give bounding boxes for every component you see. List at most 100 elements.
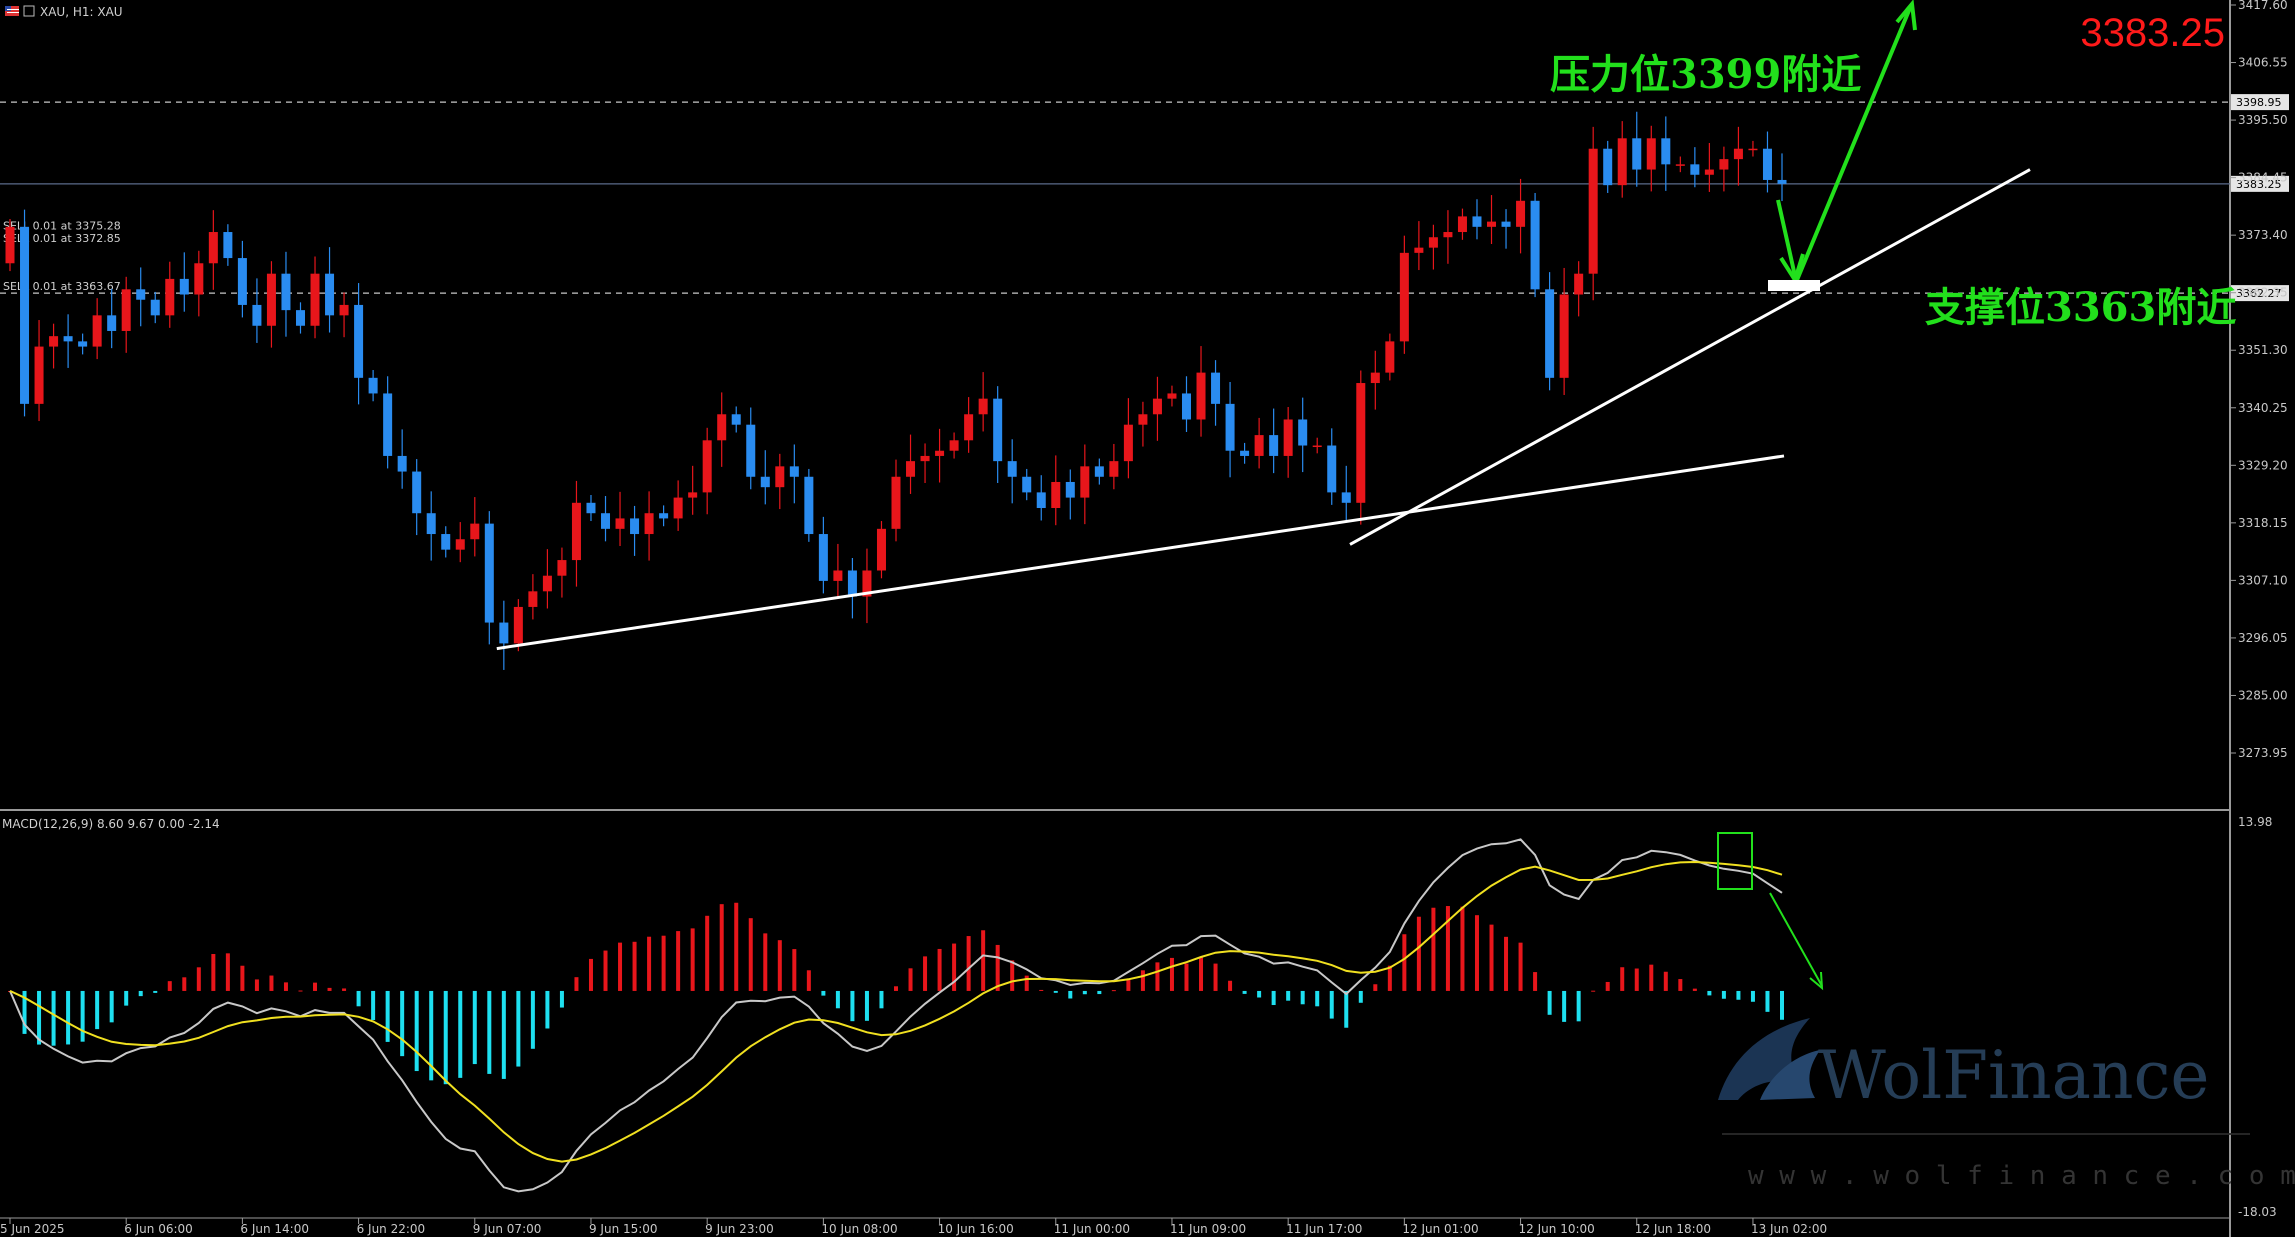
resistance-price-box: [2231, 94, 2289, 111]
bull-candle: [1675, 164, 1685, 166]
macd-histogram-bar: [864, 990, 869, 1021]
macd-histogram-bar: [1605, 981, 1610, 991]
macd-histogram-bar: [981, 930, 986, 991]
bull-candle: [1748, 148, 1758, 151]
bear-candle: [499, 622, 509, 644]
macd-histogram-bar: [1010, 960, 1015, 991]
bear-candle: [1777, 179, 1787, 184]
grid-icon[interactable]: [23, 5, 35, 17]
macd-histogram-bar: [734, 902, 739, 991]
wolfinance-watermark: WolFinance w w w . w o l f i n a n c e .…: [1718, 1018, 2295, 1191]
bear-candle: [252, 304, 262, 326]
macd-histogram-bar: [51, 990, 56, 1046]
bull-candle: [702, 440, 712, 493]
macd-histogram-bar: [1620, 967, 1625, 991]
macd-histogram-bar: [1431, 907, 1436, 991]
macd-histogram-bar: [153, 990, 158, 993]
macd-histogram-bar: [603, 950, 608, 991]
bull-candle: [1080, 466, 1090, 498]
chart-header: XAU, H1: XAU: [5, 5, 123, 19]
macd-histogram-bar: [1271, 990, 1276, 1006]
price-tick-label: 3329.20: [2238, 458, 2288, 472]
macd-histogram-bar: [574, 977, 579, 991]
bull-candle: [1487, 221, 1497, 227]
macd-histogram-bar: [1533, 972, 1538, 991]
macd-histogram-bar: [835, 990, 840, 1009]
macd-histogram-bar: [1373, 984, 1378, 991]
macd-histogram-bar: [894, 986, 898, 991]
bull-candle: [1414, 247, 1424, 253]
price-tick-label: 3273.95: [2238, 746, 2288, 760]
macd-histogram-bar: [1402, 934, 1407, 991]
bear-candle: [1603, 148, 1613, 186]
macd-histogram-bar: [269, 975, 274, 991]
price-tick-label: 3406.55: [2238, 56, 2288, 70]
bear-candle: [426, 513, 436, 535]
macd-histogram-bar: [1169, 957, 1174, 991]
macd-histogram-bar: [559, 990, 564, 1008]
bear-candle: [1530, 200, 1540, 290]
macd-histogram-bar: [1315, 990, 1320, 1007]
macd-histogram-bar: [501, 990, 506, 1079]
bull-candle: [1152, 398, 1162, 415]
macd-histogram-bar: [1068, 990, 1073, 999]
bear-candle: [1240, 450, 1250, 456]
macd-histogram-bar: [1053, 990, 1058, 993]
trendlines[interactable]: [496, 168, 2031, 651]
time-axis[interactable]: 5 Jun 2025 6 Jun 06:00 6 Jun 14:00 6 Jun 22…: [0, 1218, 1827, 1236]
bull-candle: [208, 232, 218, 264]
price-tick-label: 3296.05: [2238, 631, 2288, 645]
macd-histogram-bar: [705, 915, 710, 991]
bull-candle: [1719, 159, 1729, 170]
macd-histogram-bar: [1663, 971, 1668, 991]
macd-histogram-bar: [1213, 963, 1218, 991]
watermark-brand: WolFinance: [1818, 1037, 2210, 1114]
macd-histogram-bar: [1750, 990, 1755, 1002]
macd-histogram-bar: [1518, 942, 1523, 991]
time-tick-label: 9 Jun 07:00: [473, 1222, 542, 1236]
bear-candle: [223, 232, 233, 259]
bull-candle: [5, 226, 15, 264]
trendline: [1349, 168, 2031, 546]
bull-candle: [1516, 200, 1526, 227]
bull-candle: [528, 591, 538, 607]
macd-histogram-bar: [1286, 990, 1291, 1001]
bear-candle: [1762, 148, 1772, 180]
symbol-line: XAU, H1: XAU: [40, 5, 123, 19]
bull-candle: [673, 497, 683, 519]
bull-candle: [1109, 461, 1119, 477]
time-tick-label: 11 Jun 00:00: [1054, 1222, 1130, 1236]
current-price-label: 3383.25: [2236, 178, 2282, 191]
price-tick-label: 3395.50: [2238, 113, 2288, 127]
bear-candle: [993, 398, 1003, 462]
macd-histogram-bar: [1097, 990, 1102, 995]
macd-histogram-bar: [487, 990, 492, 1074]
price-axis[interactable]: 3417.60 3406.55 3395.50 3384.45 3373.40 3362.…: [2230, 0, 2288, 760]
bear-candle: [1327, 445, 1337, 493]
resistance-price-label: 3398.95: [2236, 96, 2282, 109]
macd-histogram-bar: [1474, 915, 1479, 991]
bull-candle: [542, 575, 552, 592]
macd-histogram-bar: [952, 943, 957, 991]
current-price-big: 3383.25: [2080, 11, 2225, 55]
macd-histogram-bar: [777, 940, 782, 991]
macd-histogram-bar: [792, 949, 797, 991]
bear-candle: [731, 414, 741, 425]
bull-candle: [165, 278, 175, 316]
macd-histogram-bar: [1199, 957, 1204, 991]
time-tick-label: 9 Jun 15:00: [589, 1222, 658, 1236]
macd-histogram-bar: [1300, 990, 1305, 1005]
support-marker: [1768, 280, 1820, 291]
bear-candle: [1661, 138, 1671, 165]
bear-candle: [1341, 492, 1351, 503]
bull-candle: [1559, 294, 1569, 378]
bear-candle: [1298, 419, 1308, 446]
time-tick-label: 6 Jun 22:00: [357, 1222, 426, 1236]
macd-histogram-bar: [443, 990, 448, 1085]
bull-candle: [266, 273, 276, 326]
macd-histogram-bar: [1242, 990, 1247, 994]
support-price-label: 3362.27: [2236, 287, 2282, 300]
order-label: SELL 0.01 at 3372.85: [3, 232, 121, 245]
macd-histogram-bar: [240, 965, 245, 991]
